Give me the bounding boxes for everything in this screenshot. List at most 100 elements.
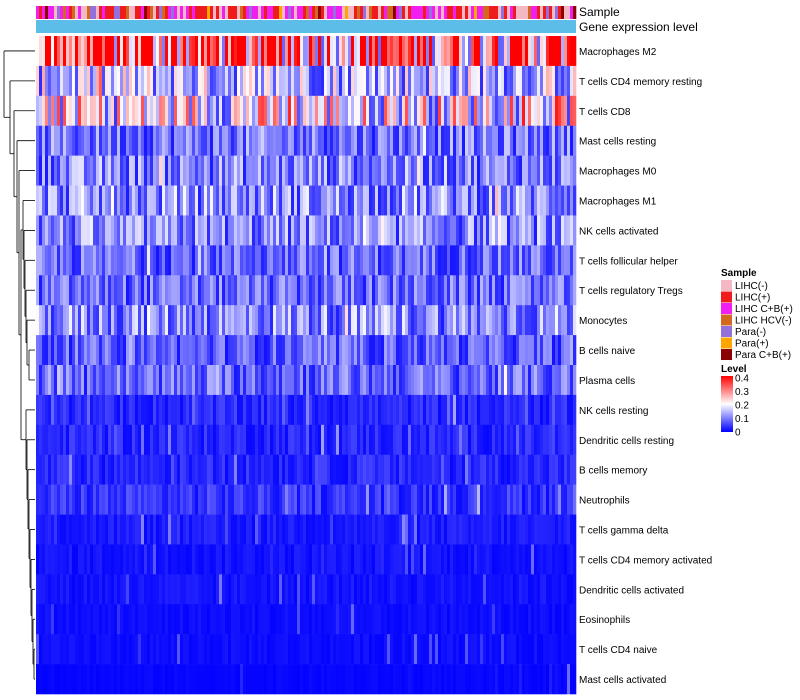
heatmap-cell — [282, 574, 286, 605]
heatmap-cell — [345, 36, 349, 67]
heatmap-cell — [243, 454, 247, 485]
heatmap-cell — [201, 215, 205, 246]
heatmap-cell — [459, 544, 463, 575]
heatmap-cell — [540, 544, 544, 575]
heatmap-cell — [276, 394, 280, 426]
heatmap-cell — [243, 95, 247, 127]
heatmap-cell — [279, 365, 283, 396]
heatmap-cell — [108, 245, 112, 276]
heatmap-cell — [264, 454, 268, 485]
heatmap-cell — [141, 36, 145, 67]
heatmap-cell — [423, 125, 427, 156]
heatmap-cell — [501, 664, 505, 695]
heatmap-cell — [297, 65, 301, 97]
heatmap-cell — [519, 125, 523, 156]
heatmap-cell — [342, 484, 346, 515]
heatmap-cell — [471, 604, 475, 635]
heatmap-cell — [504, 484, 508, 515]
heatmap-cell — [498, 125, 502, 156]
heatmap-cell — [513, 95, 517, 127]
heatmap-cell — [183, 394, 187, 426]
heatmap-cell — [237, 245, 241, 276]
heatmap-cell — [168, 424, 172, 456]
heatmap-cell — [474, 305, 478, 336]
heatmap-cell — [165, 664, 169, 695]
heatmap-cell — [531, 245, 535, 276]
heatmap-cell — [510, 454, 514, 485]
heatmap-cell — [546, 365, 550, 396]
heatmap-cell — [123, 335, 127, 366]
heatmap-cell — [114, 245, 118, 276]
sample-annotation-cell — [471, 6, 475, 19]
heatmap-cell — [144, 394, 148, 426]
sample-annotation-cell — [414, 6, 418, 19]
heatmap-cell — [219, 125, 223, 156]
heatmap-cell — [453, 484, 457, 515]
heatmap-cell — [162, 365, 166, 396]
heatmap-cell — [279, 574, 283, 605]
sample-annotation-cell — [537, 6, 541, 19]
heatmap-cell — [156, 215, 160, 246]
heatmap-cell — [282, 604, 286, 635]
heatmap-cell — [312, 245, 316, 276]
heatmap-cell — [249, 245, 253, 276]
heatmap-cell — [282, 634, 286, 665]
heatmap-row — [36, 275, 577, 306]
heatmap-cell — [525, 394, 529, 426]
heatmap-cell — [228, 664, 232, 695]
heatmap-cell — [300, 544, 304, 575]
heatmap-cell — [375, 574, 379, 605]
heatmap-cell — [180, 484, 184, 515]
heatmap-cell — [126, 185, 130, 216]
heatmap-cell — [108, 365, 112, 396]
heatmap-cell — [396, 514, 400, 545]
heatmap-cell — [417, 664, 421, 695]
heatmap-cell — [231, 394, 235, 426]
heatmap-cell — [468, 664, 472, 695]
heatmap-cell — [96, 245, 100, 276]
heatmap-cell — [498, 305, 502, 336]
heatmap-cell — [321, 185, 325, 216]
sample-annotation-cell — [555, 6, 559, 19]
heatmap-cell — [429, 275, 433, 306]
heatmap-cell — [201, 65, 205, 97]
heatmap-cell — [252, 365, 256, 396]
heatmap-cell — [522, 95, 526, 127]
heatmap-cell — [345, 365, 349, 396]
sample-annotation-cell — [339, 6, 343, 19]
heatmap-cell — [336, 215, 340, 246]
heatmap-cell — [258, 305, 262, 336]
heatmap-cell — [87, 305, 91, 336]
heatmap-cell — [177, 155, 181, 186]
heatmap-cell — [303, 454, 307, 485]
heatmap-cell — [393, 95, 397, 127]
heatmap-cell — [231, 514, 235, 545]
sample-annotation-cell — [408, 6, 412, 19]
heatmap-cell — [336, 394, 340, 426]
heatmap-cell — [531, 155, 535, 186]
heatmap-cell — [189, 484, 193, 515]
heatmap-cell — [285, 544, 289, 575]
heatmap-cell — [270, 95, 274, 127]
heatmap-cell — [261, 514, 265, 545]
heatmap-cell — [405, 604, 409, 635]
heatmap-cell — [246, 574, 250, 605]
heatmap-cell — [102, 394, 106, 426]
heatmap-cell — [150, 335, 154, 366]
heatmap-cell — [282, 484, 286, 515]
heatmap-body — [36, 36, 577, 695]
heatmap-cell — [42, 574, 46, 605]
heatmap-cell — [75, 305, 79, 336]
heatmap-cell — [495, 664, 499, 695]
heatmap-cell — [369, 65, 373, 97]
heatmap-cell — [498, 484, 502, 515]
heatmap-cell — [309, 335, 313, 366]
legend-swatch — [721, 303, 732, 314]
sample-annotation-cell — [60, 6, 64, 19]
heatmap-cell — [438, 664, 442, 695]
heatmap-cell — [459, 634, 463, 665]
heatmap-cell — [450, 275, 454, 306]
heatmap-cell — [564, 574, 568, 605]
heatmap-cell — [213, 574, 217, 605]
heatmap-cell — [390, 604, 394, 635]
